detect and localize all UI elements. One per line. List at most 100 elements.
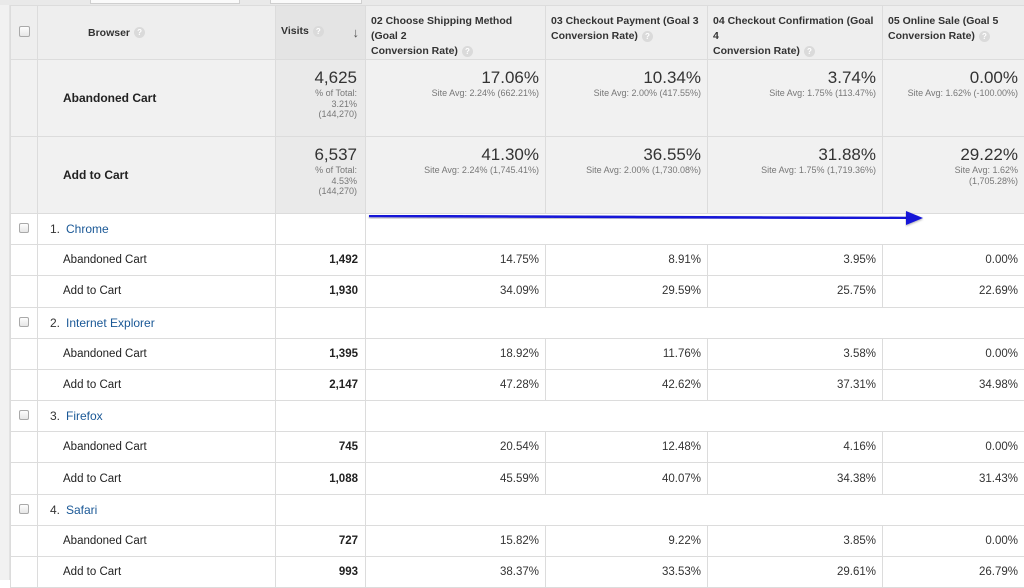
goal4-rate: 3.58%: [708, 338, 883, 369]
summary-visits-total-label: % of Total:: [276, 165, 357, 176]
goal3-rate: 12.48%: [546, 432, 708, 463]
group-metrics-cell: [366, 401, 1024, 432]
row-checkbox-cell: [11, 307, 38, 338]
select-all-checkbox[interactable]: [19, 26, 30, 37]
goal2-rate: 47.28%: [366, 369, 546, 400]
summary-site-avg: Site Avg: 1.62% (-100.00%): [889, 88, 1018, 99]
help-icon[interactable]: ?: [804, 46, 815, 57]
summary-metric-cell: 36.55%Site Avg: 2.00% (1,730.08%): [546, 137, 708, 214]
goal2-rate: 38.37%: [366, 557, 546, 588]
help-icon[interactable]: ?: [134, 27, 145, 38]
summary-site-avg: Site Avg: 2.24% (662.21%): [372, 88, 539, 99]
browser-link[interactable]: Safari: [66, 503, 97, 517]
visits-column-header[interactable]: Visits? ↓: [276, 6, 366, 60]
goal2-rate: 45.59%: [366, 463, 546, 494]
goal4-rate: 29.61%: [708, 557, 883, 588]
summary-visits-value: 6,537: [276, 145, 357, 165]
segment-visits: 1,395: [276, 338, 366, 369]
blank-cell: [11, 338, 38, 369]
group-metrics-cell: [366, 494, 1024, 525]
segment-visits: 745: [276, 432, 366, 463]
blank-cell: [11, 557, 38, 588]
summary-metric-value: 29.22%: [889, 145, 1018, 165]
browser-name-cell: 3.Firefox: [38, 401, 276, 432]
blank-cell: [11, 525, 38, 556]
group-visits-cell: [276, 494, 366, 525]
goal5-header-line2: Conversion Rate): [888, 30, 975, 42]
summary-metric-cell: 10.34%Site Avg: 2.00% (417.55%): [546, 60, 708, 137]
report-table: Browser? Visits? ↓ 02 Choose Shipping Met…: [10, 5, 1024, 588]
row-checkbox[interactable]: [19, 410, 29, 420]
goal4-rate: 4.16%: [708, 432, 883, 463]
goal5-rate: 0.00%: [883, 245, 1024, 276]
summary-site-avg: Site Avg: 2.24% (1,745.41%): [372, 165, 539, 176]
browser-name-cell: 4.Safari: [38, 494, 276, 525]
summary-site-avg: Site Avg: 1.62%: [889, 165, 1018, 176]
browser-name-cell: 2. Internet Explorer: [38, 307, 276, 338]
summary-site-avg-continued: (1,705.28%): [889, 176, 1018, 187]
goal4-column-header[interactable]: 04 Checkout Confirmation (Goal 4 Conversi…: [708, 6, 883, 60]
header-checkbox-cell: [11, 6, 38, 60]
browser-name-cell: 1. Chrome: [38, 214, 276, 245]
summary-visits-value: 4,625: [276, 68, 357, 88]
summary-blank-cell: [11, 60, 38, 137]
summary-metric-value: 31.88%: [714, 145, 876, 165]
goal3-rate: 9.22%: [546, 525, 708, 556]
goal4-header-line1: 04 Checkout Confirmation (Goal 4: [713, 15, 873, 42]
segment-label: Abandoned Cart: [38, 432, 276, 463]
row-checkbox[interactable]: [19, 504, 29, 514]
top-tab[interactable]: [270, 0, 362, 4]
summary-site-avg: Site Avg: 2.00% (1,730.08%): [552, 165, 701, 176]
goal4-header-line2: Conversion Rate): [713, 45, 800, 57]
goal3-rate: 33.53%: [546, 557, 708, 588]
row-checkbox[interactable]: [19, 317, 29, 327]
browser-link[interactable]: Firefox: [66, 409, 103, 423]
row-number: 2.: [43, 316, 60, 330]
summary-metric-cell: 3.74%Site Avg: 1.75% (113.47%): [708, 60, 883, 137]
segment-visits: 1,088: [276, 463, 366, 494]
segment-label: Abandoned Cart: [38, 245, 276, 276]
segment-row: Add to Cart 1,088 45.59% 40.07% 34.38% 3…: [11, 463, 1024, 494]
segment-visits: 993: [276, 557, 366, 588]
goal4-rate: 34.38%: [708, 463, 883, 494]
summary-visits-total-label: % of Total:: [276, 88, 357, 99]
goal2-rate: 15.82%: [366, 525, 546, 556]
help-icon[interactable]: ?: [979, 31, 990, 42]
goal2-rate: 20.54%: [366, 432, 546, 463]
group-metrics-cell: [366, 214, 1024, 245]
row-number: 1.: [43, 222, 60, 236]
segment-visits: 1,492: [276, 245, 366, 276]
top-tab[interactable]: [90, 0, 240, 4]
browser-column-header[interactable]: Browser?: [38, 6, 276, 60]
group-metrics-cell: [366, 307, 1024, 338]
segment-row: Abandoned Cart 1,395 18.92% 11.76% 3.58%…: [11, 338, 1024, 369]
help-icon[interactable]: ?: [313, 26, 324, 37]
help-icon[interactable]: ?: [462, 46, 473, 57]
segment-row: Abandoned Cart 1,492 14.75% 8.91% 3.95% …: [11, 245, 1024, 276]
summary-metric-cell: 17.06%Site Avg: 2.24% (662.21%): [366, 60, 546, 137]
visits-header-label: Visits: [281, 25, 309, 37]
summary-site-avg: Site Avg: 2.00% (417.55%): [552, 88, 701, 99]
summary-visits-cell: 6,537 % of Total: 4.53% (144,270): [276, 137, 366, 214]
blank-cell: [11, 369, 38, 400]
segment-visits: 727: [276, 525, 366, 556]
row-checkbox-cell: [11, 214, 38, 245]
sort-down-icon[interactable]: ↓: [353, 25, 360, 40]
segment-label: Abandoned Cart: [38, 525, 276, 556]
row-checkbox[interactable]: [19, 223, 29, 233]
summary-row: Add to Cart 6,537 % of Total: 4.53% (144…: [11, 137, 1024, 214]
summary-visits-total: (144,270): [276, 186, 357, 197]
segment-visits: 1,930: [276, 276, 366, 307]
browser-link[interactable]: Internet Explorer: [66, 316, 155, 330]
browser-link[interactable]: Chrome: [66, 222, 109, 236]
summary-site-avg: Site Avg: 1.75% (1,719.36%): [714, 165, 876, 176]
summary-blank-cell: [11, 137, 38, 214]
goal3-rate: 11.76%: [546, 338, 708, 369]
segment-visits: 2,147: [276, 369, 366, 400]
segment-label: Add to Cart: [38, 276, 276, 307]
help-icon[interactable]: ?: [642, 31, 653, 42]
